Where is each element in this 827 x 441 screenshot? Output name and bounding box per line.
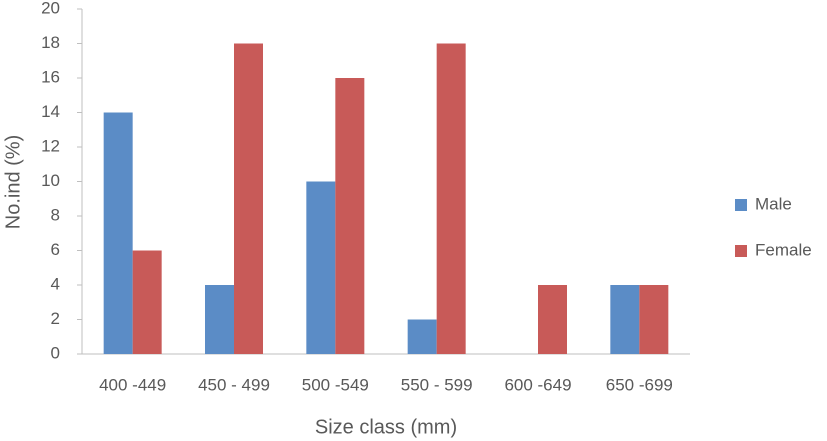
bar — [205, 285, 234, 354]
bar — [306, 181, 336, 354]
bar — [103, 112, 133, 354]
y-tick-label: 10 — [41, 171, 60, 190]
bar — [639, 285, 669, 354]
bar — [335, 78, 365, 354]
x-tick-label: 650 -699 — [606, 375, 673, 394]
x-tick-label: 450 - 499 — [198, 375, 270, 394]
y-tick-label: 18 — [41, 33, 60, 52]
y-tick-label: 4 — [51, 274, 60, 293]
y-tick-label: 12 — [41, 136, 60, 155]
bar — [538, 285, 567, 354]
legend-label: Female — [755, 240, 812, 259]
legend-swatch — [735, 199, 747, 211]
legend-label: Male — [755, 194, 792, 213]
y-tick-label: 6 — [51, 240, 60, 259]
bar — [407, 319, 437, 354]
x-axis-title: Size class (mm) — [315, 416, 457, 438]
y-tick-label: 16 — [41, 67, 60, 86]
y-axis-title: No.ind (%) — [2, 135, 24, 229]
bar — [436, 43, 466, 354]
y-tick-label: 20 — [41, 0, 60, 17]
x-tick-label: 550 - 599 — [401, 375, 473, 394]
y-tick-label: 0 — [51, 343, 60, 362]
x-tick-label: 400 -449 — [99, 375, 166, 394]
y-tick-label: 8 — [51, 205, 60, 224]
y-tick-label: 2 — [51, 309, 60, 328]
bar — [132, 250, 162, 354]
x-tick-label: 600 -649 — [504, 375, 571, 394]
legend-swatch — [735, 245, 747, 257]
x-tick-label: 500 -549 — [302, 375, 369, 394]
bar — [234, 43, 263, 354]
bar — [610, 285, 640, 354]
y-tick-label: 14 — [41, 102, 60, 121]
